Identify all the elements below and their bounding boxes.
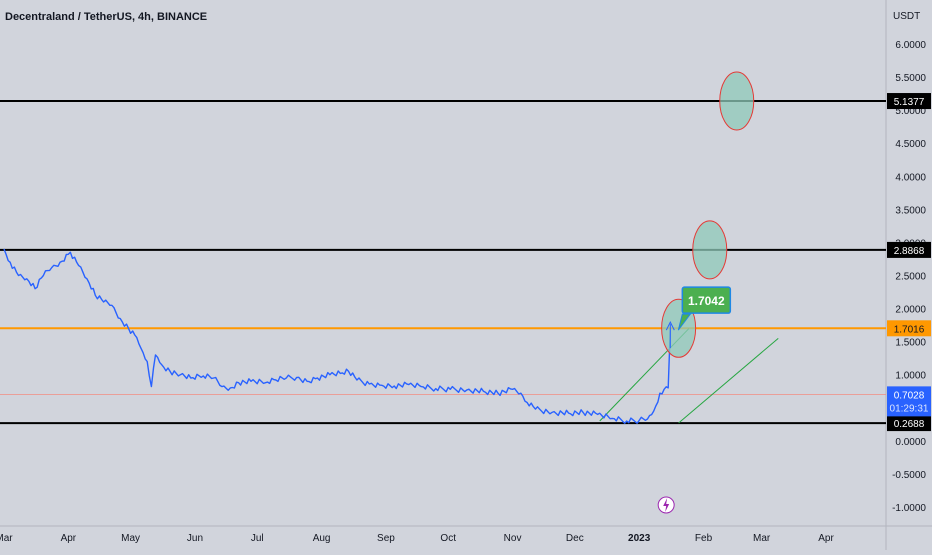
level-price-tag — [887, 93, 931, 110]
y-tick-label: -0.5000 — [892, 470, 926, 481]
callout-box[interactable] — [681, 286, 732, 314]
level-price-label: 2.8868 — [894, 246, 925, 257]
target-circle[interactable] — [692, 220, 728, 280]
y-tick-label: 2.0000 — [895, 305, 926, 316]
x-tick-label: Aug — [313, 533, 331, 544]
current-price-label: 0.7028 — [894, 390, 925, 401]
lightning-icon — [663, 498, 670, 512]
callout-pointer — [677, 313, 692, 331]
y-tick-label: 4.5000 — [895, 139, 926, 150]
callout-label: 1.7042 — [688, 294, 725, 308]
y-tick-label: 5.5000 — [895, 73, 926, 84]
x-tick-label: Dec — [566, 533, 584, 544]
y-tick-label: 1.5000 — [895, 338, 926, 349]
y-tick-label: 4.0000 — [895, 172, 926, 183]
price-axis-currency: USDT — [893, 11, 920, 22]
x-tick-label: Nov — [504, 533, 522, 544]
target-circle[interactable] — [719, 71, 755, 131]
x-tick-label: Jul — [251, 533, 264, 544]
x-tick-label: Jun — [187, 533, 203, 544]
x-tick-label: Apr — [818, 533, 834, 544]
y-tick-label: 0.0000 — [895, 437, 926, 448]
x-tick-label: Oct — [440, 533, 456, 544]
level-price-tag — [887, 241, 931, 258]
y-tick-label: 5.0000 — [895, 106, 926, 117]
x-tick-label: Mar — [753, 533, 771, 544]
chart-title: Decentraland / TetherUS, 4h, BINANCE — [5, 11, 208, 23]
current-price-tag — [887, 386, 931, 417]
price-series-line[interactable] — [3, 248, 671, 424]
level-price-label: 1.7016 — [894, 324, 925, 335]
y-tick-label: 1.0000 — [895, 371, 926, 382]
x-tick-label: Feb — [695, 533, 713, 544]
y-tick-label: 6.0000 — [895, 40, 926, 51]
y-tick-label: 2.5000 — [895, 272, 926, 283]
bar-countdown-label: 01:29:31 — [890, 403, 929, 414]
x-tick-label: Mar — [0, 533, 13, 544]
level-price-label: 0.2688 — [894, 419, 925, 430]
level-price-tag — [887, 415, 931, 432]
level-price-label: 5.1377 — [894, 97, 925, 108]
level-price-tag — [887, 320, 931, 337]
x-tick-label: Apr — [61, 533, 77, 544]
y-tick-label: -1.0000 — [892, 503, 926, 514]
y-tick-label: 3.5000 — [895, 205, 926, 216]
trend-channel-line[interactable] — [678, 337, 779, 424]
x-tick-label: Sep — [377, 533, 395, 544]
x-tick-label: 2023 — [628, 533, 651, 544]
callout-arrow-head — [665, 321, 675, 331]
x-tick-label: May — [121, 533, 140, 544]
